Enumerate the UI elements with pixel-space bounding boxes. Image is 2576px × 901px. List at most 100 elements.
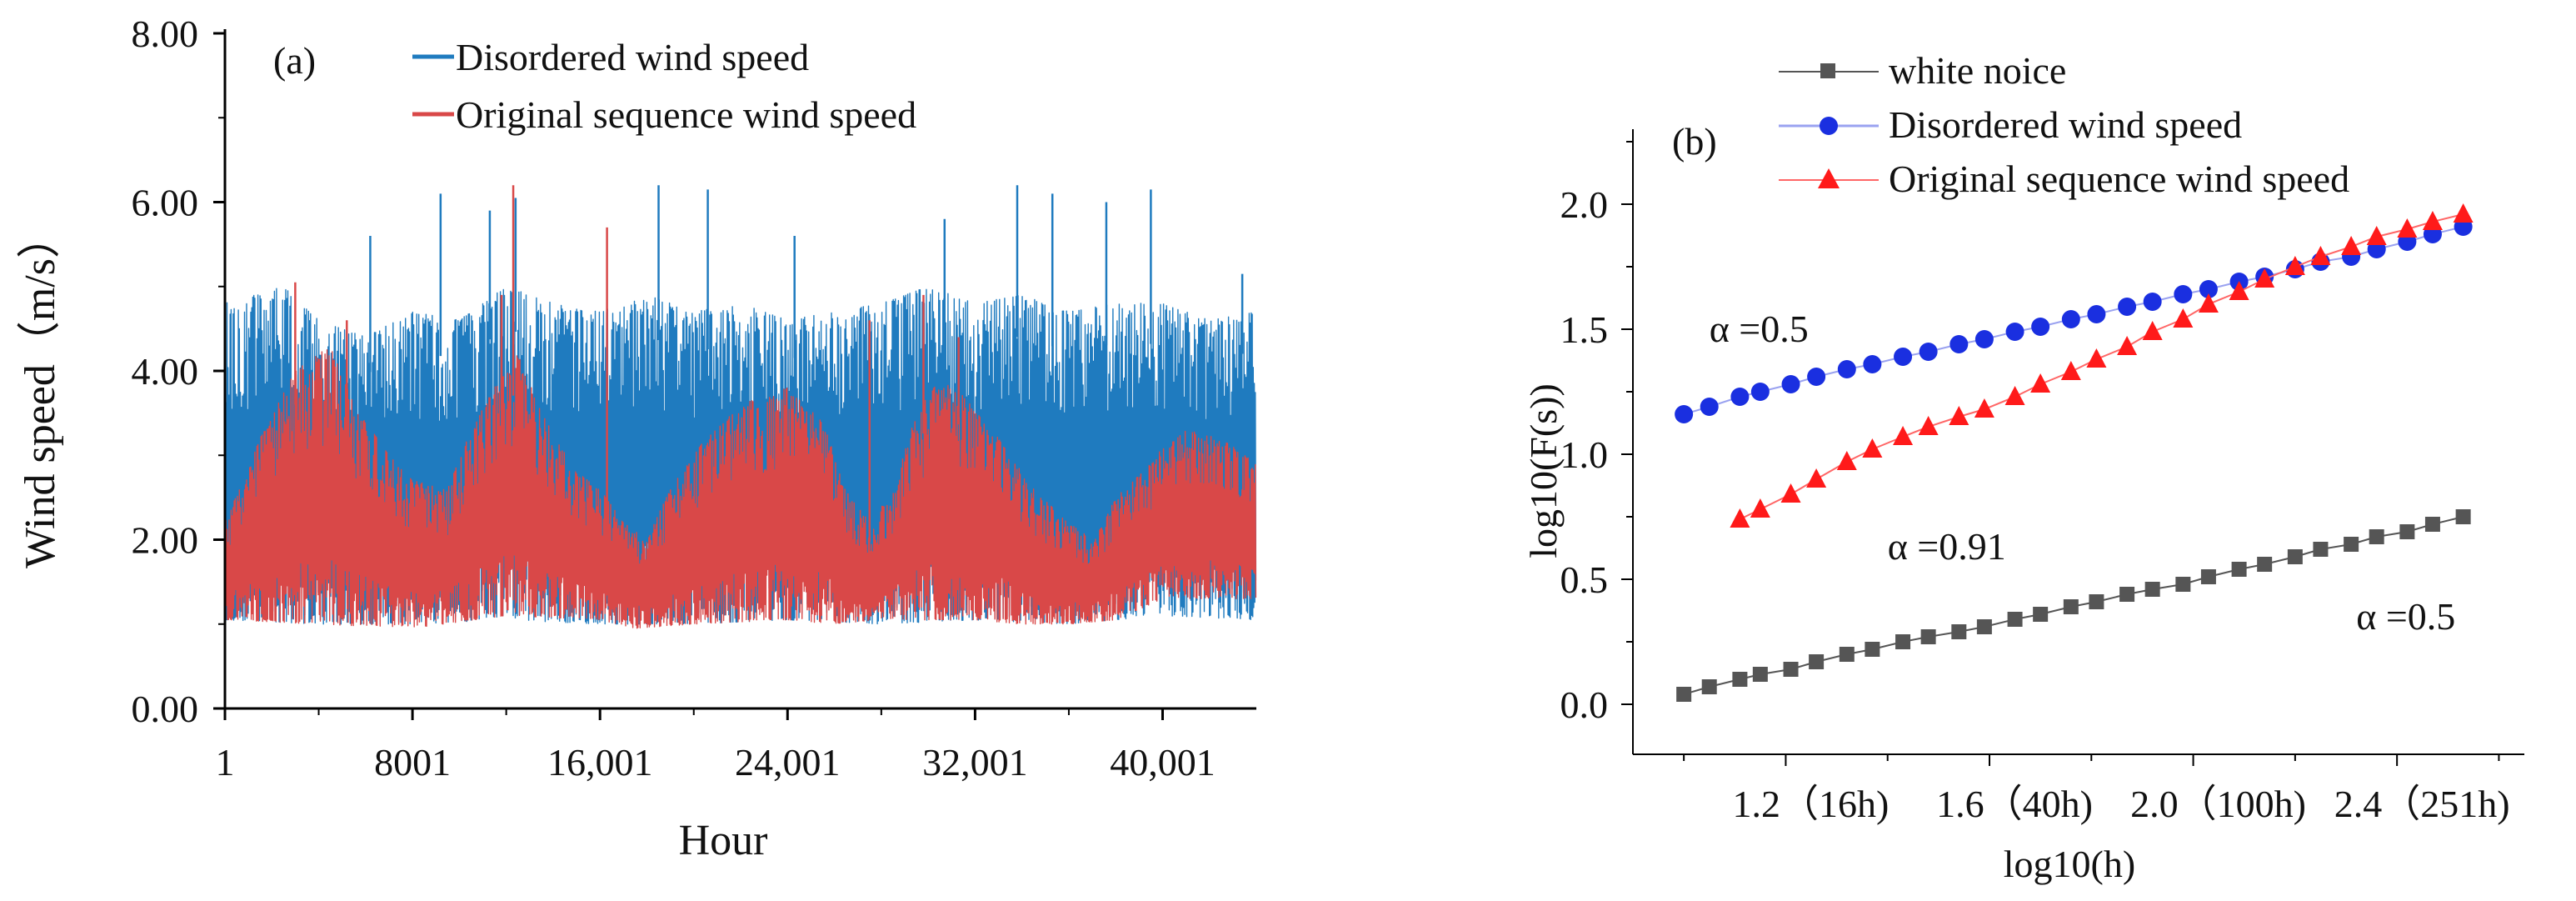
chart-b-x-tick-label: 1.6（40h) <box>1936 783 2093 825</box>
chart-b-point-disordered <box>1974 330 1994 348</box>
chart-b-x-tick-label: 2.0（100h) <box>2130 783 2306 825</box>
chart-b-point-original <box>2142 321 2163 340</box>
chart-a-axes: 0.00 2.00 4.00 6.00 8.00 1 8001 16,001 24,001 32,… <box>132 13 1256 783</box>
chart-b-point-original <box>2198 293 2219 313</box>
chart-a-ylabel: Wind speed（m/s） <box>17 215 64 568</box>
chart-b-point-disordered <box>1730 388 1750 406</box>
chart-b-point-original <box>1750 498 1770 518</box>
chart-b-point-original <box>2341 236 2362 255</box>
chart-b: 0.0 0.5 1.0 1.5 2.0 1.2（16h) 1.6（40h) 2.0（100h)… <box>1522 49 2524 885</box>
chart-b-point-white-noice <box>1895 634 1911 649</box>
chart-a-series-original <box>224 349 1257 629</box>
chart-b-point-disordered <box>1919 343 1938 361</box>
chart-a-x-tick-label: 16,001 <box>547 741 653 783</box>
chart-b-point-white-noice <box>2344 537 2359 552</box>
chart-b-point-white-noice <box>1783 662 1799 677</box>
chart-b-point-original <box>1949 406 1969 425</box>
chart-b-point-white-noice <box>1752 667 1768 682</box>
chart-b-point-disordered <box>2005 323 2024 341</box>
chart-b-point-disordered <box>1675 405 1694 423</box>
chart-b-point-white-noice <box>2287 549 2303 564</box>
chart-a-y-tick-label: 0.00 <box>132 688 199 730</box>
chart-b-point-original <box>1730 508 1750 528</box>
chart-b-x-tick-label: 1.2（16h) <box>1733 783 1890 825</box>
chart-b-point-disordered <box>2087 305 2106 323</box>
chart-b-annotation-0: α =0.5 <box>1710 308 1809 350</box>
chart-b-point-original <box>1893 426 1914 445</box>
chart-b-point-original <box>1974 398 1994 418</box>
chart-a-x-tick-label: 40,001 <box>1110 741 1216 783</box>
chart-a-x-tick-label: 1 <box>216 741 235 783</box>
chart-b-point-disordered <box>1837 360 1856 378</box>
chart-b-point-original <box>2229 281 2249 300</box>
chart-b-point-white-noice <box>2424 517 2440 532</box>
chart-a-x-tick-label: 24,001 <box>735 741 841 783</box>
chart-b-plot-area <box>1675 203 2474 702</box>
chart-b-point-disordered <box>1894 348 1913 366</box>
chart-b-point-white-noice <box>1676 687 1692 702</box>
chart-b-point-original <box>1780 483 1801 503</box>
chart-b-x-tick-label: 2.4（251h) <box>2334 783 2510 825</box>
chart-b-legend-marker-original <box>1818 168 1840 188</box>
chart-b-annotation-2: α =0.5 <box>2356 595 2455 638</box>
chart-b-point-white-noice <box>2231 562 2247 577</box>
chart-b-point-disordered <box>1949 335 1969 353</box>
chart-b-axes: 0.0 0.5 1.0 1.5 2.0 1.2（16h) 1.6（40h) 2.0（100h)… <box>1560 129 2524 825</box>
chart-b-point-white-noice <box>2063 599 2079 614</box>
chart-b-point-white-noice <box>1920 629 1936 644</box>
chart-b-point-white-noice <box>2200 569 2216 584</box>
chart-a-panel-label: (a) <box>273 39 316 82</box>
chart-b-point-disordered <box>2143 293 2162 311</box>
chart-a-x-tick-label: 8001 <box>374 741 451 783</box>
chart-b-point-white-noice <box>1951 624 1967 639</box>
chart-b-point-original <box>2060 361 2081 380</box>
chart-b-annotations: α =0.5 α =0.91 α =0.5 <box>1710 308 2456 638</box>
chart-b-xlabel: log10(h) <box>2004 843 2135 885</box>
chart-b-point-original <box>1918 416 1939 435</box>
chart-a-plot-area <box>224 185 1257 629</box>
chart-b-point-original <box>2086 348 2107 368</box>
chart-b-point-white-noice <box>2144 582 2160 597</box>
chart-b-annotation-1: α =0.91 <box>1888 525 2006 568</box>
chart-b-point-original <box>2422 211 2443 230</box>
chart-a-y-tick-label: 4.00 <box>132 350 199 393</box>
chart-b-point-white-noice <box>2455 509 2471 524</box>
chart-b-point-white-noice <box>2033 607 2049 622</box>
chart-b-point-original <box>2117 336 2138 355</box>
chart-b-legend-marker-white-noice <box>1820 63 1835 78</box>
chart-b-point-disordered <box>1750 383 1770 401</box>
chart-b-point-original <box>1836 451 1857 470</box>
chart-b-point-white-noice <box>1976 619 1992 634</box>
chart-b-point-white-noice <box>2007 612 2023 627</box>
chart-a-y-tick-label: 2.00 <box>132 519 199 562</box>
chart-b-point-disordered <box>2118 298 2137 316</box>
chart-b-point-disordered <box>2174 285 2193 303</box>
chart-b-point-original <box>2310 246 2331 265</box>
chart-b-y-tick-label: 0.5 <box>1560 558 1609 601</box>
chart-b-legend-label-disordered: Disordered wind speed <box>1889 103 2242 146</box>
chart-a-x-tick-label: 32,001 <box>922 741 1028 783</box>
chart-b-legend-label-white-noice: white noice <box>1889 49 2066 92</box>
chart-b-point-original <box>2173 308 2194 328</box>
chart-a-texts: (a) Hour Wind speed（m/s） Disordered wind… <box>17 36 916 864</box>
chart-b-point-white-noice <box>2089 594 2104 609</box>
chart-b-point-original <box>2397 218 2418 238</box>
chart-b-y-tick-label: 1.0 <box>1560 433 1609 476</box>
chart-b-panel-label: (b) <box>1672 120 1717 163</box>
chart-b-legend-label-original: Original sequence wind speed <box>1889 158 2349 200</box>
chart-b-point-disordered <box>1863 355 1882 373</box>
chart-b-point-white-noice <box>2369 529 2384 544</box>
chart-a: 0.00 2.00 4.00 6.00 8.00 1 8001 16,001 24,001 32,… <box>17 13 1257 864</box>
chart-a-legend-label-disordered: Disordered wind speed <box>456 36 809 78</box>
chart-a-y-tick-label: 8.00 <box>132 13 199 55</box>
chart-b-point-disordered <box>2061 310 2080 328</box>
chart-b-point-white-noice <box>1732 672 1748 687</box>
chart-b-point-disordered <box>1807 368 1826 386</box>
chart-b-point-white-noice <box>2175 577 2191 592</box>
chart-b-point-white-noice <box>2313 542 2329 557</box>
chart-b-point-disordered <box>2031 318 2050 336</box>
chart-b-point-original <box>2254 268 2275 288</box>
chart-b-point-original <box>2453 203 2474 223</box>
chart-b-point-original <box>2366 226 2387 245</box>
